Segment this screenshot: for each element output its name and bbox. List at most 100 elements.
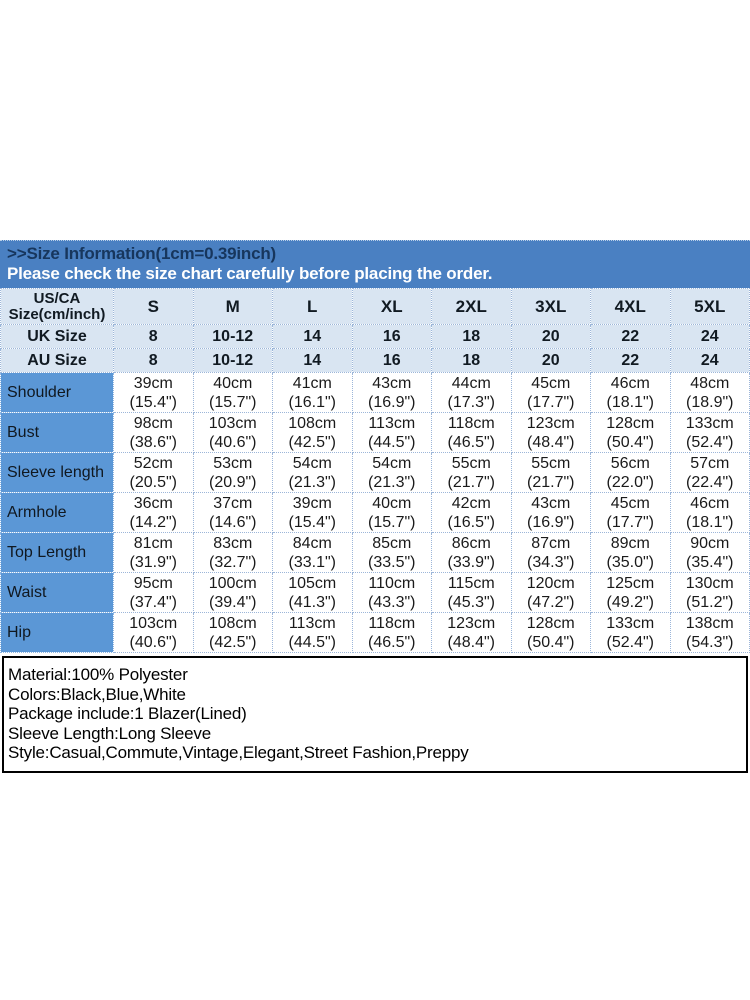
size-table: US/CA Size(cm/inch) S M L XL 2XL 3XL 4XL… [0,288,750,653]
measurement-cell: 44cm (17.3") [431,372,512,413]
measurement-cell: 85cm (33.5") [351,532,432,573]
measurement-cell: 55cm (21.7") [510,452,591,493]
measurement-cell: 40cm (15.7") [192,372,273,413]
measurement-cell: 46cm (18.1") [669,492,750,533]
measurement-cell: 40cm (15.7") [351,492,432,533]
measurement-cell: 48cm (18.9") [669,372,750,413]
measurement-cell: 105cm (41.3") [272,572,353,613]
size-info-banner: >>Size Information(1cm=0.39inch) Please … [0,240,750,288]
measurement-cell: 41cm (16.1") [272,372,353,413]
size-col-header: S [113,288,194,325]
measurement-label: Shoulder [0,372,114,413]
measurement-cell: 100cm (39.4") [192,572,273,613]
banner-title: >>Size Information(1cm=0.39inch) [7,244,276,263]
measurement-cell: 118cm (46.5") [431,412,512,453]
measurement-cell: 55cm (21.7") [431,452,512,493]
au-size-cell: 10-12 [192,348,273,373]
measurement-cell: 133cm (52.4") [669,412,750,453]
detail-style: Style:Casual,Commute,Vintage,Elegant,Str… [8,743,469,762]
measurement-cell: 43cm (16.9") [351,372,432,413]
measurement-cell: 108cm (42.5") [272,412,353,453]
measurement-row-hip: Hip 103cm (40.6") 108cm (42.5") 113cm (4… [0,612,750,653]
product-details-box: Material:100% Polyester Colors:Black,Blu… [2,656,748,773]
measurement-cell: 123cm (48.4") [431,612,512,653]
measurement-row-armhole: Armhole 36cm (14.2") 37cm (14.6") 39cm (… [0,492,750,533]
au-size-cell: 24 [669,348,750,373]
au-size-label: AU Size [0,348,114,373]
size-col-header: 5XL [669,288,750,325]
size-chart: >>Size Information(1cm=0.39inch) Please … [0,240,750,773]
measurement-cell: 54cm (21.3") [351,452,432,493]
au-size-cell: 16 [351,348,432,373]
measurement-cell: 123cm (48.4") [510,412,591,453]
measurement-cell: 103cm (40.6") [192,412,273,453]
measurement-cell: 128cm (50.4") [590,412,671,453]
uk-size-cell: 10-12 [192,324,273,349]
measurement-label: Armhole [0,492,114,533]
measurement-row-top-length: Top Length 81cm (31.9") 83cm (32.7") 84c… [0,532,750,573]
detail-colors: Colors:Black,Blue,White [8,684,186,704]
measurement-cell: 95cm (37.4") [113,572,194,613]
uk-size-label: UK Size [0,324,114,349]
uk-size-cell: 18 [431,324,512,349]
measurement-label: Waist [0,572,114,613]
size-col-header: XL [351,288,432,325]
measurement-cell: 98cm (38.6") [113,412,194,453]
measurement-row-shoulder: Shoulder 39cm (15.4") 40cm (15.7") 41cm … [0,372,750,413]
measurement-cell: 39cm (15.4") [113,372,194,413]
measurement-label: Sleeve length [0,452,114,493]
measurement-cell: 56cm (22.0") [590,452,671,493]
measurement-cell: 130cm (51.2") [669,572,750,613]
detail-material: Material:100% Polyester [8,665,188,684]
measurement-cell: 108cm (42.5") [192,612,273,653]
measurement-cell: 84cm (33.1") [272,532,353,573]
detail-package: Package include:1 Blazer(Lined) [8,704,247,723]
measurement-cell: 42cm (16.5") [431,492,512,533]
measurement-cell: 113cm (44.5") [272,612,353,653]
measurement-cell: 52cm (20.5") [113,452,194,493]
measurement-cell: 133cm (52.4") [590,612,671,653]
measurement-cell: 43cm (16.9") [510,492,591,533]
size-col-header: 3XL [510,288,591,325]
uk-size-cell: 24 [669,324,750,349]
size-col-header: M [192,288,273,325]
measurement-cell: 138cm (54.3") [669,612,750,653]
size-header-row: US/CA Size(cm/inch) S M L XL 2XL 3XL 4XL… [0,288,750,325]
size-col-header: L [272,288,353,325]
measurement-cell: 37cm (14.6") [192,492,273,533]
measurement-cell: 125cm (49.2") [590,572,671,613]
measurement-cell: 118cm (46.5") [351,612,432,653]
measurement-row-bust: Bust 98cm (38.6") 103cm (40.6") 108cm (4… [0,412,750,453]
measurement-cell: 53cm (20.9") [192,452,273,493]
measurement-cell: 45cm (17.7") [510,372,591,413]
measurement-cell: 83cm (32.7") [192,532,273,573]
measurement-cell: 86cm (33.9") [431,532,512,573]
measurement-label: Top Length [0,532,114,573]
au-size-cell: 20 [510,348,591,373]
size-col-header: 4XL [590,288,671,325]
measurement-cell: 128cm (50.4") [510,612,591,653]
measurement-cell: 103cm (40.6") [113,612,194,653]
uk-size-cell: 22 [590,324,671,349]
measurement-cell: 45cm (17.7") [590,492,671,533]
au-size-row: AU Size 8 10-12 14 16 18 20 22 24 [0,348,750,373]
measurement-cell: 54cm (21.3") [272,452,353,493]
corner-header: US/CA Size(cm/inch) [0,288,114,325]
measurement-cell: 89cm (35.0") [590,532,671,573]
au-size-cell: 18 [431,348,512,373]
size-col-header: 2XL [431,288,512,325]
au-size-cell: 14 [272,348,353,373]
uk-size-row: UK Size 8 10-12 14 16 18 20 22 24 [0,324,750,349]
measurement-cell: 81cm (31.9") [113,532,194,573]
uk-size-cell: 14 [272,324,353,349]
measurement-cell: 39cm (15.4") [272,492,353,533]
uk-size-cell: 8 [113,324,194,349]
measurement-cell: 120cm (47.2") [510,572,591,613]
measurement-cell: 36cm (14.2") [113,492,194,533]
au-size-cell: 8 [113,348,194,373]
measurement-cell: 90cm (35.4") [669,532,750,573]
measurement-label: Hip [0,612,114,653]
measurement-cell: 113cm (44.5") [351,412,432,453]
measurement-cell: 46cm (18.1") [590,372,671,413]
